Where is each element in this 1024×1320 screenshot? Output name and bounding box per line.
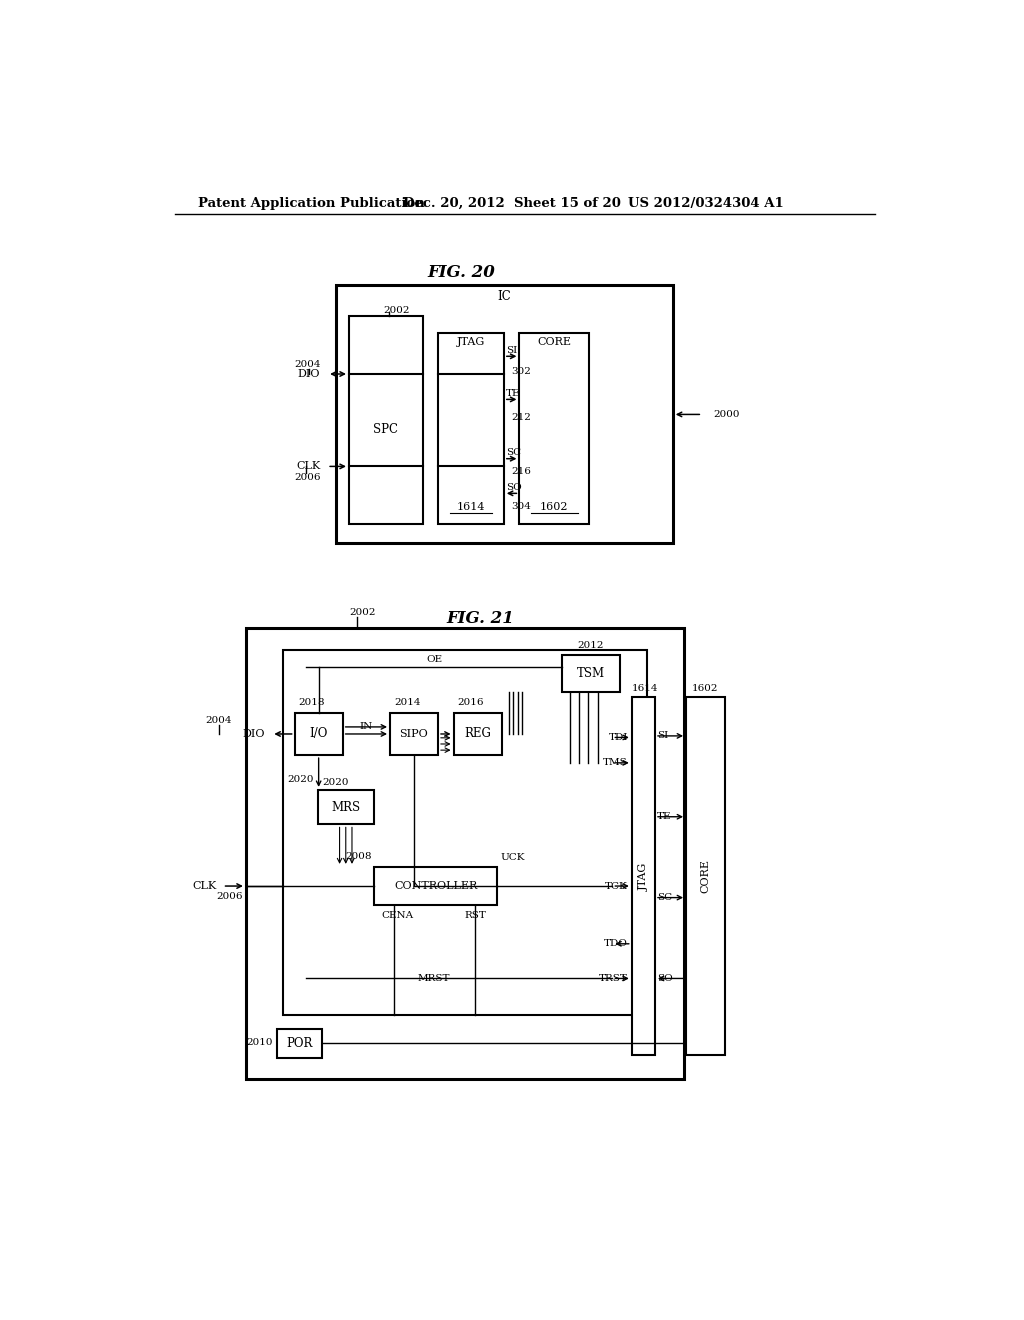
Text: 2012: 2012 — [578, 642, 604, 651]
Text: CORE: CORE — [700, 859, 711, 894]
Text: 302: 302 — [511, 367, 530, 376]
Text: 2008: 2008 — [346, 853, 372, 861]
Text: 1614: 1614 — [457, 502, 485, 512]
Text: SI: SI — [657, 731, 669, 741]
Text: IC: IC — [498, 289, 511, 302]
Text: TE: TE — [657, 812, 672, 821]
Bar — [519, 333, 589, 524]
Text: 2004: 2004 — [295, 360, 322, 370]
Text: TRST: TRST — [599, 974, 628, 983]
Bar — [283, 649, 647, 1015]
Text: 2000: 2000 — [713, 411, 739, 418]
Text: 1602: 1602 — [540, 502, 568, 512]
Bar — [454, 713, 502, 755]
Bar — [438, 333, 504, 524]
Bar — [336, 285, 673, 544]
Text: US 2012/0324304 A1: US 2012/0324304 A1 — [628, 197, 783, 210]
Text: MRST: MRST — [418, 974, 451, 983]
Text: 2016: 2016 — [458, 698, 484, 708]
Text: CLK: CLK — [296, 462, 321, 471]
Text: 2002: 2002 — [384, 306, 411, 315]
Text: OE: OE — [426, 655, 442, 664]
Bar — [317, 789, 374, 825]
Text: CENA: CENA — [382, 911, 414, 920]
Text: 2006: 2006 — [216, 892, 243, 902]
Text: RST: RST — [464, 911, 486, 920]
Text: FIG. 20: FIG. 20 — [427, 264, 496, 281]
Text: 216: 216 — [511, 467, 530, 477]
Text: 2020: 2020 — [323, 777, 349, 787]
Text: 1614: 1614 — [632, 684, 658, 693]
Bar — [632, 697, 655, 1056]
Text: CONTROLLER: CONTROLLER — [394, 880, 477, 891]
Text: TSM: TSM — [577, 667, 605, 680]
Text: 2014: 2014 — [394, 698, 420, 708]
Text: SO: SO — [506, 483, 522, 491]
Text: Patent Application Publication: Patent Application Publication — [198, 197, 425, 210]
Bar — [295, 713, 343, 755]
Text: SC: SC — [657, 894, 673, 902]
Text: I/O: I/O — [309, 727, 328, 741]
Bar — [246, 628, 684, 1078]
Text: SC: SC — [506, 447, 521, 457]
Text: TDO: TDO — [604, 940, 628, 948]
Bar — [686, 697, 725, 1056]
Bar — [349, 317, 423, 524]
Text: JTAG: JTAG — [638, 862, 648, 891]
Text: IN: IN — [359, 722, 373, 731]
Text: DIO: DIO — [298, 370, 321, 379]
Text: 2020: 2020 — [288, 775, 314, 784]
Text: 2002: 2002 — [349, 609, 376, 618]
Text: 2004: 2004 — [206, 715, 232, 725]
Text: SI: SI — [506, 346, 517, 355]
Bar — [562, 655, 621, 692]
Text: FIG. 21: FIG. 21 — [446, 610, 515, 627]
Text: 304: 304 — [511, 502, 530, 511]
Text: SO: SO — [657, 974, 673, 983]
Text: 2006: 2006 — [295, 473, 322, 482]
Text: CORE: CORE — [538, 338, 571, 347]
Text: SIPO: SIPO — [399, 729, 428, 739]
Text: UCK: UCK — [501, 853, 525, 862]
Text: MRS: MRS — [331, 801, 360, 813]
Bar — [276, 1028, 322, 1057]
Text: 1602: 1602 — [692, 684, 719, 693]
Text: 212: 212 — [511, 413, 530, 422]
Text: CLK: CLK — [193, 880, 216, 891]
Bar — [390, 713, 438, 755]
Text: SPC: SPC — [373, 422, 398, 436]
Text: JTAG: JTAG — [457, 338, 485, 347]
Text: 2018: 2018 — [299, 698, 325, 708]
Text: POR: POR — [286, 1036, 312, 1049]
Text: 2010: 2010 — [247, 1038, 273, 1047]
Text: Dec. 20, 2012  Sheet 15 of 20: Dec. 20, 2012 Sheet 15 of 20 — [403, 197, 621, 210]
Bar — [375, 867, 497, 906]
Text: DIO: DIO — [243, 729, 265, 739]
Text: TE: TE — [506, 389, 520, 397]
Text: TMS: TMS — [603, 759, 628, 767]
Text: REG: REG — [464, 727, 490, 741]
Text: TCK: TCK — [605, 882, 628, 891]
Text: TDI: TDI — [608, 733, 628, 742]
